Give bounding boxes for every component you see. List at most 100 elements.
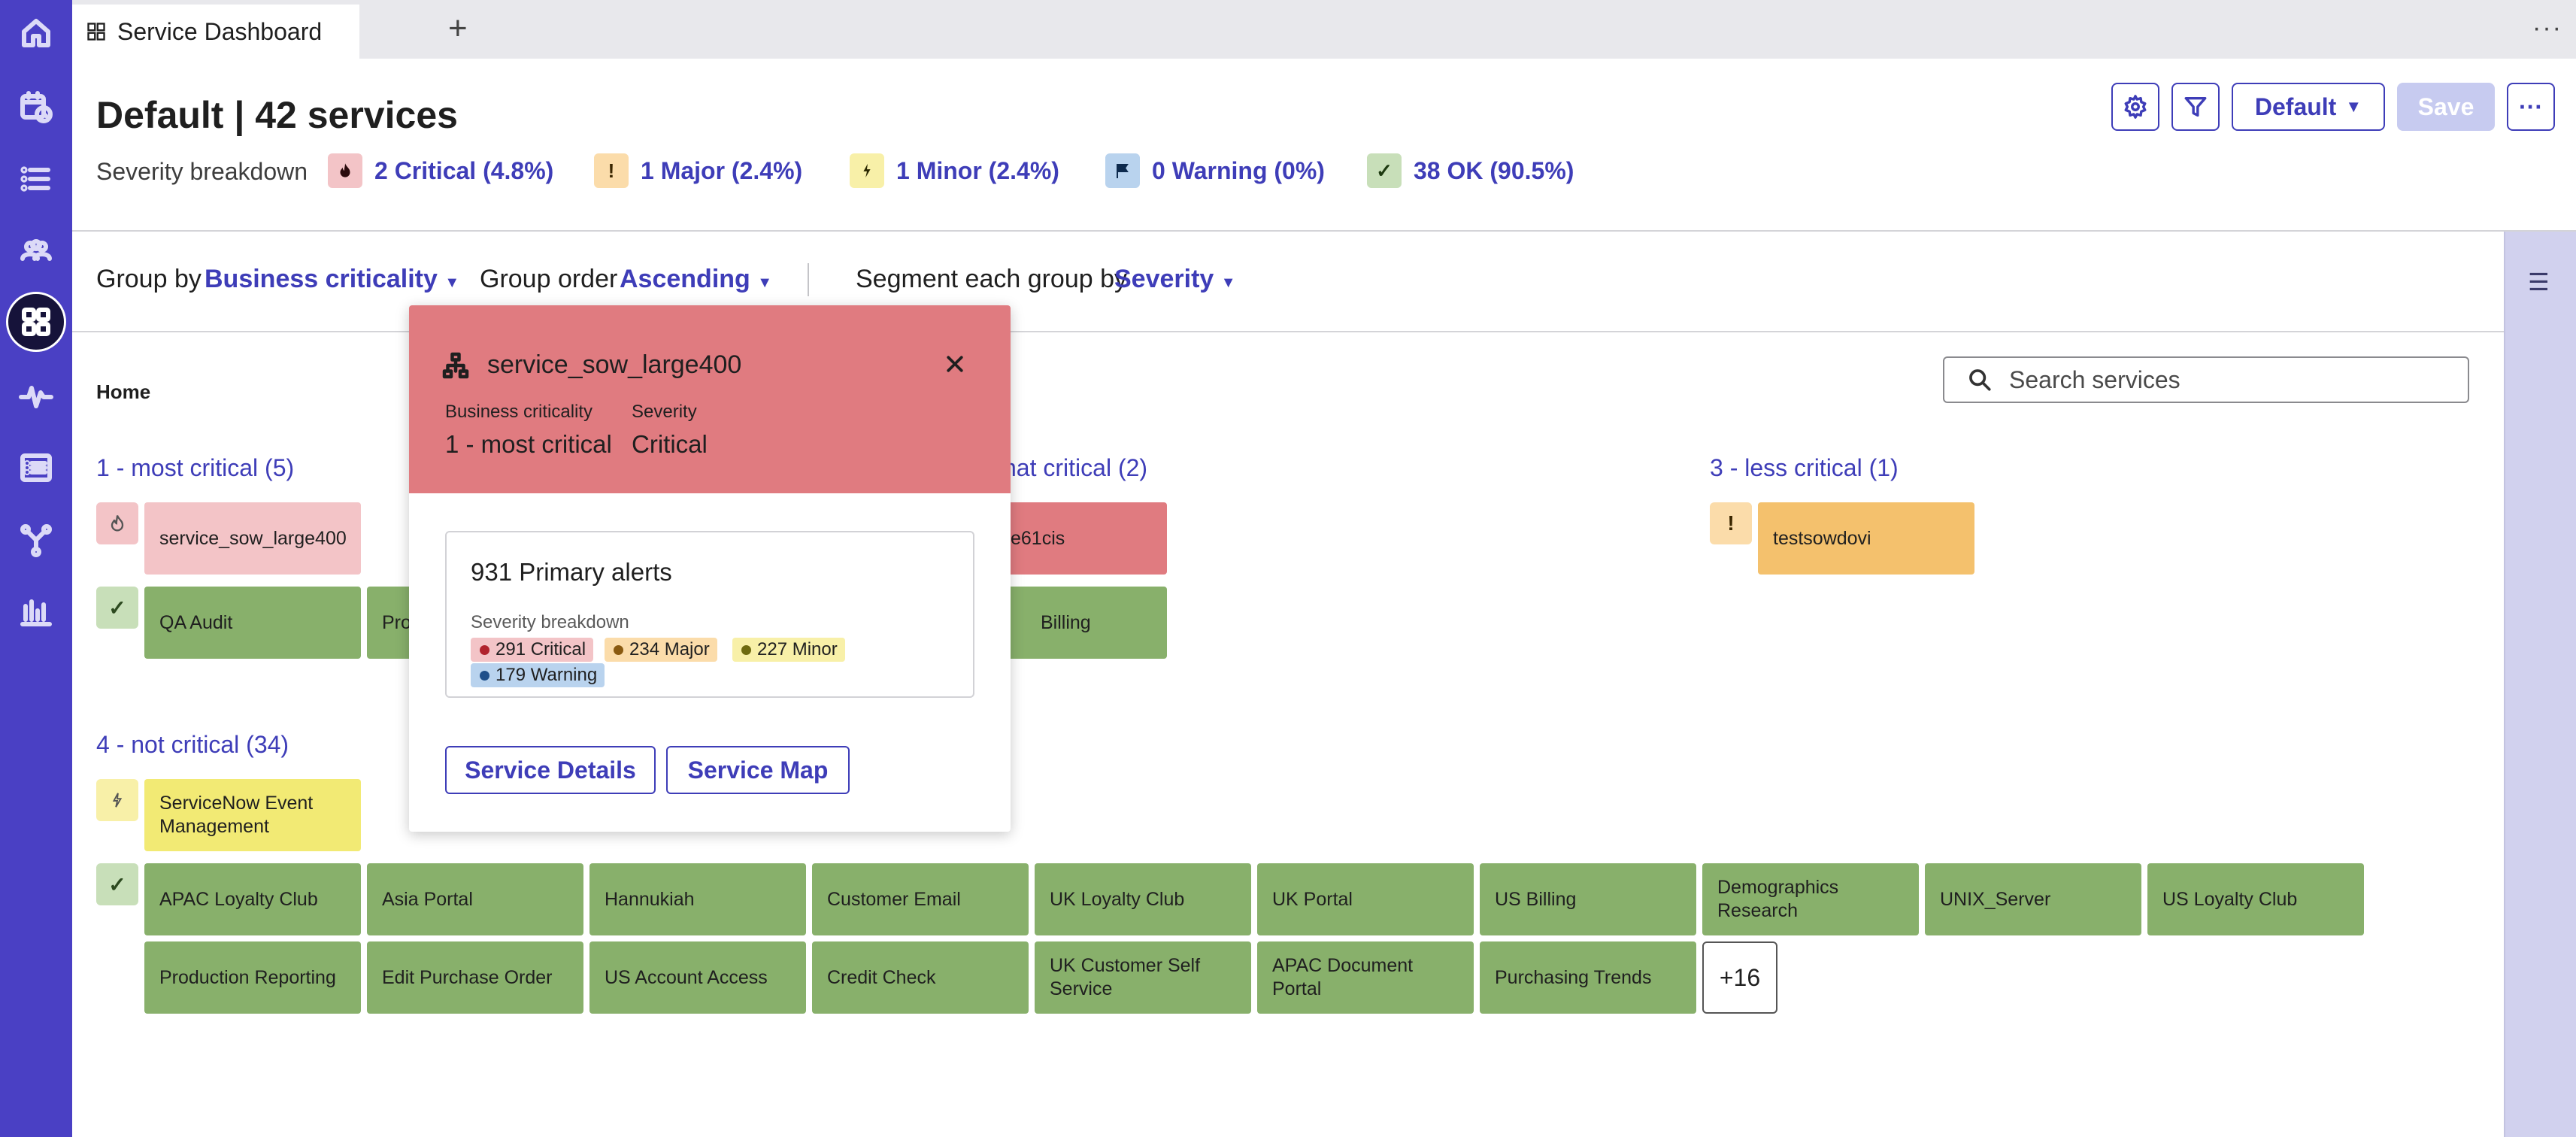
right-side-panel: ☰ xyxy=(2504,232,2576,1137)
check-icon: ✓ xyxy=(96,863,138,905)
criticality-label: Business criticality xyxy=(445,402,593,422)
search-box xyxy=(1943,356,2469,403)
search-icon xyxy=(1969,369,1991,391)
filter-icon xyxy=(2184,96,2207,117)
calendar-clock-icon[interactable] xyxy=(12,83,60,131)
segment-label: Segment each group by xyxy=(856,265,1128,293)
pulse-icon[interactable] xyxy=(12,371,60,420)
service-tile[interactable]: Production Reporting xyxy=(144,941,361,1014)
bar-chart-icon[interactable] xyxy=(12,588,60,636)
group-order-label: Group order xyxy=(480,265,618,293)
group-by-dropdown[interactable]: Business criticality ▼ xyxy=(205,265,460,293)
bolt-icon xyxy=(96,779,138,821)
fire-icon xyxy=(328,153,362,188)
chip-major: 234 Major xyxy=(605,638,717,662)
severity-value: Critical xyxy=(632,430,708,458)
page-title: Default | 42 services xyxy=(96,94,458,136)
chip-warning: 179 Warning xyxy=(471,663,605,687)
severity-minor[interactable]: 1 Minor (2.4%) xyxy=(850,153,1059,188)
service-tile[interactable]: testsowdovi xyxy=(1758,502,1974,575)
more-actions-button[interactable]: ··· xyxy=(2507,83,2555,131)
service-map-button[interactable]: Service Map xyxy=(666,746,850,794)
group-title-somewhat-critical[interactable]: hat critical (2) xyxy=(1003,454,1148,481)
severity-critical[interactable]: 2 Critical (4.8%) xyxy=(328,153,553,188)
hierarchy-icon xyxy=(442,352,469,383)
service-details-button[interactable]: Service Details xyxy=(445,746,656,794)
bolt-icon xyxy=(850,153,884,188)
service-tile[interactable]: Demographics Research xyxy=(1702,863,1919,935)
group-order-dropdown[interactable]: Ascending ▼ xyxy=(620,265,773,293)
tab-bar xyxy=(72,0,2576,59)
tab-label: Service Dashboard xyxy=(117,17,323,45)
service-tile[interactable]: US Account Access xyxy=(589,941,806,1014)
group-title-less-critical[interactable]: 3 - less critical (1) xyxy=(1710,454,1899,481)
service-tile[interactable]: Asia Portal xyxy=(367,863,583,935)
group-by-label: Group by xyxy=(96,265,202,293)
search-input[interactable] xyxy=(2009,365,2430,394)
save-button[interactable]: Save xyxy=(2397,83,2495,131)
severity-warning[interactable]: 0 Warning (0%) xyxy=(1105,153,1325,188)
service-tile[interactable]: APAC Loyalty Club xyxy=(144,863,361,935)
popup-header xyxy=(409,305,1011,493)
branch-icon[interactable] xyxy=(12,516,60,564)
popup-title: service_sow_large400 xyxy=(487,350,742,379)
add-tab-button[interactable]: + xyxy=(448,10,468,47)
service-tile[interactable]: UK Loyalty Club xyxy=(1035,863,1251,935)
severity-label: Severity xyxy=(632,402,697,422)
service-tile[interactable]: ServiceNow Event Management xyxy=(144,779,361,851)
criticality-value: 1 - most critical xyxy=(445,430,612,458)
filter-button[interactable] xyxy=(2171,83,2220,131)
close-icon xyxy=(947,356,963,372)
service-tile[interactable]: service_sow_large400 xyxy=(144,502,361,575)
service-tile[interactable]: UK Customer Self Service xyxy=(1035,941,1251,1014)
service-tile[interactable]: Hannukiah xyxy=(589,863,806,935)
grouping-divider xyxy=(72,331,2504,332)
group-title-most-critical[interactable]: 1 - most critical (5) xyxy=(96,454,295,481)
caret-down-icon: ▼ xyxy=(1220,274,1236,291)
caret-down-icon: ▼ xyxy=(2345,97,2362,116)
header-divider xyxy=(72,230,2576,232)
segment-dropdown[interactable]: Severity ▼ xyxy=(1114,265,1236,293)
tab-overflow-icon[interactable]: ··· xyxy=(2532,14,2562,42)
flag-icon xyxy=(1105,153,1140,188)
service-tile[interactable]: Credit Check xyxy=(812,941,1029,1014)
severity-major[interactable]: ! 1 Major (2.4%) xyxy=(594,153,802,188)
service-tile[interactable]: Customer Email xyxy=(812,863,1029,935)
fire-outline-icon xyxy=(96,502,138,544)
group-title-not-critical[interactable]: 4 - not critical (34) xyxy=(96,731,289,758)
service-tile[interactable]: Edit Purchase Order xyxy=(367,941,583,1014)
close-button[interactable] xyxy=(938,347,971,381)
panel-menu-icon[interactable]: ☰ xyxy=(2528,268,2550,296)
check-icon: ✓ xyxy=(1367,153,1402,188)
breadcrumb[interactable]: Home xyxy=(96,381,151,403)
service-tile[interactable]: UNIX_Server xyxy=(1925,863,2141,935)
service-tile[interactable]: Purchasing Trends xyxy=(1480,941,1696,1014)
tab-service-dashboard[interactable]: Service Dashboard xyxy=(72,5,359,59)
chip-critical: 291 Critical xyxy=(471,638,594,662)
service-tile[interactable]: APAC Document Portal xyxy=(1257,941,1474,1014)
caret-down-icon: ▼ xyxy=(757,274,773,291)
list-icon[interactable] xyxy=(12,155,60,203)
check-icon: ✓ xyxy=(96,587,138,629)
service-tile[interactable]: QA Audit xyxy=(144,587,361,659)
service-tile[interactable]: US Loyalty Club xyxy=(2147,863,2364,935)
view-selector-button[interactable]: Default ▼ xyxy=(2232,83,2385,131)
alerts-title: 931 Primary alerts xyxy=(471,558,672,586)
service-tile[interactable]: UK Portal xyxy=(1257,863,1474,935)
group-bar-separator xyxy=(808,263,809,296)
service-tile[interactable]: US Billing xyxy=(1480,863,1696,935)
severity-breakdown-label: Severity breakdown xyxy=(96,158,308,185)
dashboard-grid-icon[interactable] xyxy=(6,292,66,352)
settings-button[interactable] xyxy=(2111,83,2159,131)
more-services-button[interactable]: +16 xyxy=(1702,941,1777,1014)
primary-alerts-card: 931 Primary alerts Severity breakdown 29… xyxy=(445,531,974,698)
home-icon[interactable] xyxy=(12,9,60,57)
exclamation-icon: ! xyxy=(594,153,629,188)
team-icon[interactable] xyxy=(12,227,60,275)
gear-icon xyxy=(2124,95,2147,119)
alerts-subtitle: Severity breakdown xyxy=(471,612,629,632)
caret-down-icon: ▼ xyxy=(444,274,460,291)
severity-ok[interactable]: ✓ 38 OK (90.5%) xyxy=(1367,153,1574,188)
report-list-icon[interactable] xyxy=(12,444,60,492)
chip-minor: 227 Minor xyxy=(732,638,845,662)
